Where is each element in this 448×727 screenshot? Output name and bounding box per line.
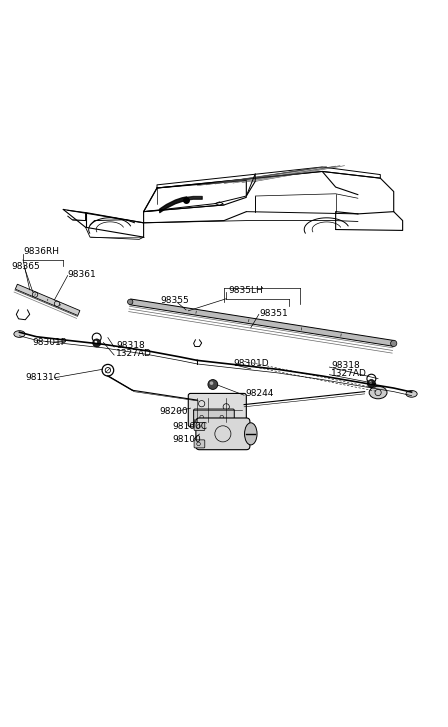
- Circle shape: [369, 382, 372, 384]
- Text: 98244: 98244: [246, 390, 274, 398]
- Text: 9835LH: 9835LH: [228, 286, 263, 295]
- FancyBboxPatch shape: [194, 440, 205, 448]
- Polygon shape: [15, 284, 80, 316]
- Circle shape: [208, 379, 218, 390]
- FancyBboxPatch shape: [188, 393, 246, 427]
- Polygon shape: [130, 299, 394, 346]
- Circle shape: [210, 382, 213, 385]
- Ellipse shape: [369, 386, 387, 399]
- Text: 98351: 98351: [260, 308, 289, 318]
- Ellipse shape: [14, 331, 25, 337]
- FancyBboxPatch shape: [196, 418, 250, 450]
- FancyBboxPatch shape: [194, 422, 205, 430]
- Text: 98160C: 98160C: [172, 422, 207, 430]
- Text: 98100: 98100: [172, 435, 202, 444]
- Circle shape: [95, 341, 97, 343]
- Text: 98200: 98200: [159, 407, 188, 416]
- Text: 98355: 98355: [160, 297, 190, 305]
- FancyBboxPatch shape: [194, 409, 234, 425]
- Text: 1327AD: 1327AD: [116, 349, 152, 358]
- Circle shape: [93, 339, 101, 347]
- Text: 98318: 98318: [116, 341, 145, 350]
- Text: 1327AD: 1327AD: [331, 369, 367, 378]
- Text: 98318: 98318: [331, 361, 360, 370]
- Circle shape: [367, 379, 375, 387]
- Text: 98365: 98365: [12, 262, 41, 270]
- Text: 98131C: 98131C: [25, 373, 60, 382]
- Text: 98301P: 98301P: [33, 337, 67, 347]
- Circle shape: [128, 300, 133, 305]
- Text: 98361: 98361: [68, 270, 96, 278]
- Ellipse shape: [406, 390, 417, 397]
- Text: 98301D: 98301D: [233, 359, 268, 368]
- Circle shape: [391, 340, 397, 347]
- Ellipse shape: [245, 423, 257, 445]
- Text: 9836RH: 9836RH: [23, 247, 59, 257]
